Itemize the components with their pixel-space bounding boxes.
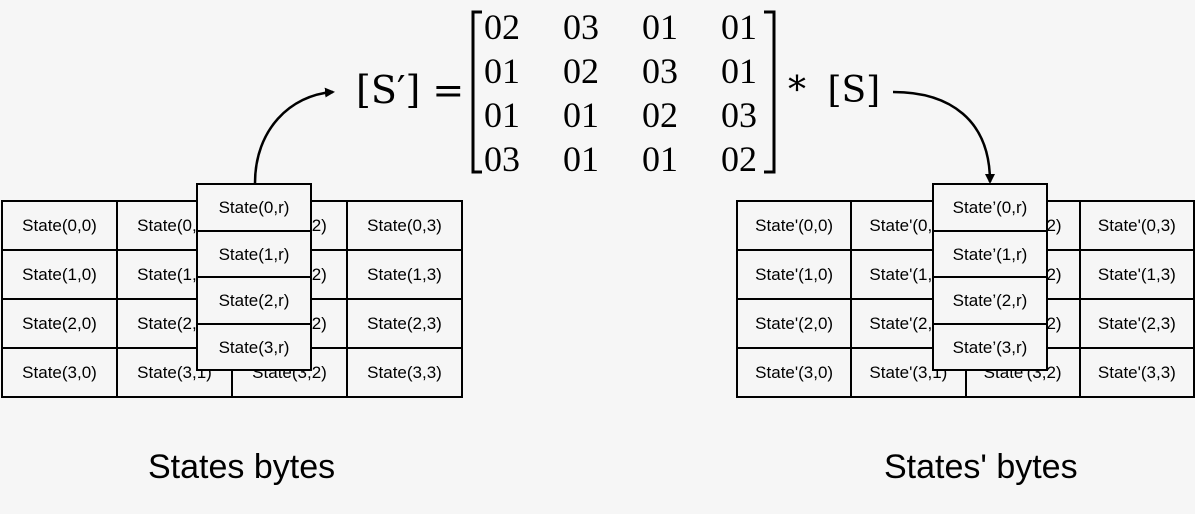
- arrow-to-new-state: [892, 90, 995, 184]
- states-bytes-caption: States bytes: [148, 448, 336, 486]
- mix-columns-matrix: 02 03 01 01 01 02 03 01 01 01 02 03 03 0…: [468, 6, 780, 179]
- state-cell: State'(0,0): [735, 200, 853, 251]
- state-cell: State(0,3): [346, 200, 463, 251]
- matrix-cell: 02: [642, 95, 678, 135]
- column-cell: State(2,r): [196, 276, 312, 325]
- state-cell: State(1,3): [346, 249, 463, 300]
- state-cell: State'(3,3): [1078, 347, 1195, 398]
- column-cell: State’(3,r): [932, 322, 1048, 371]
- matrix-cell: 03: [484, 139, 520, 179]
- new-states-bytes-caption: States' bytes: [884, 448, 1078, 486]
- matrix-cell: 03: [642, 51, 678, 91]
- state-cell: State'(1,0): [735, 249, 853, 300]
- matrix-cell: 01: [484, 95, 520, 135]
- matrix-values: 02 03 01 01 01 02 03 01 01 01 02 03 03 0…: [484, 6, 800, 182]
- column-cell: State(1,r): [196, 229, 312, 278]
- state-cell: State'(3,0): [735, 347, 853, 398]
- column-cell: State(0,r): [196, 183, 312, 232]
- state-cell: State(2,0): [1, 298, 118, 349]
- matrix-cell: 01: [642, 139, 678, 179]
- matrix-cell: 01: [721, 51, 757, 91]
- state-cell: State(3,3): [346, 347, 463, 398]
- state-cell: State(2,3): [346, 298, 463, 349]
- matrix-cell: 02: [484, 7, 520, 47]
- matrix-cell: 01: [642, 7, 678, 47]
- state-cell: State'(2,3): [1078, 298, 1195, 349]
- column-cell: State(3,r): [196, 322, 312, 371]
- column-cell: State’(1,r): [932, 229, 1048, 278]
- matrix-cell: 01: [563, 95, 599, 135]
- multiply-operator: *: [788, 70, 806, 111]
- state-cell: State(0,0): [1, 200, 118, 251]
- state-cell: State'(2,0): [735, 298, 853, 349]
- state-matrix-symbol: [S]: [827, 70, 881, 111]
- matrix-cell: 02: [721, 139, 757, 179]
- state-cell: State'(1,3): [1078, 249, 1195, 300]
- matrix-cell: 01: [721, 7, 757, 47]
- matrix-cell: 03: [721, 95, 757, 135]
- column-cell: State’(0,r): [932, 183, 1048, 232]
- state-cell: State(3,0): [1, 347, 118, 398]
- matrix-cell: 01: [563, 139, 599, 179]
- matrix-cell: 02: [563, 51, 599, 91]
- new-state-column-overlay: State’(0,r) State’(1,r) State’(2,r) Stat…: [932, 183, 1048, 371]
- state-cell: State(1,0): [1, 249, 118, 300]
- state-cell: State'(0,3): [1078, 200, 1195, 251]
- arrow-to-equation: [253, 87, 335, 184]
- equation-lhs: [S′] =: [356, 68, 465, 112]
- matrix-cell: 03: [563, 7, 599, 47]
- matrix-cell: 01: [484, 51, 520, 91]
- state-column-overlay: State(0,r) State(1,r) State(2,r) State(3…: [196, 183, 312, 371]
- column-cell: State’(2,r): [932, 276, 1048, 325]
- equation-rhs: * [S]: [788, 70, 880, 111]
